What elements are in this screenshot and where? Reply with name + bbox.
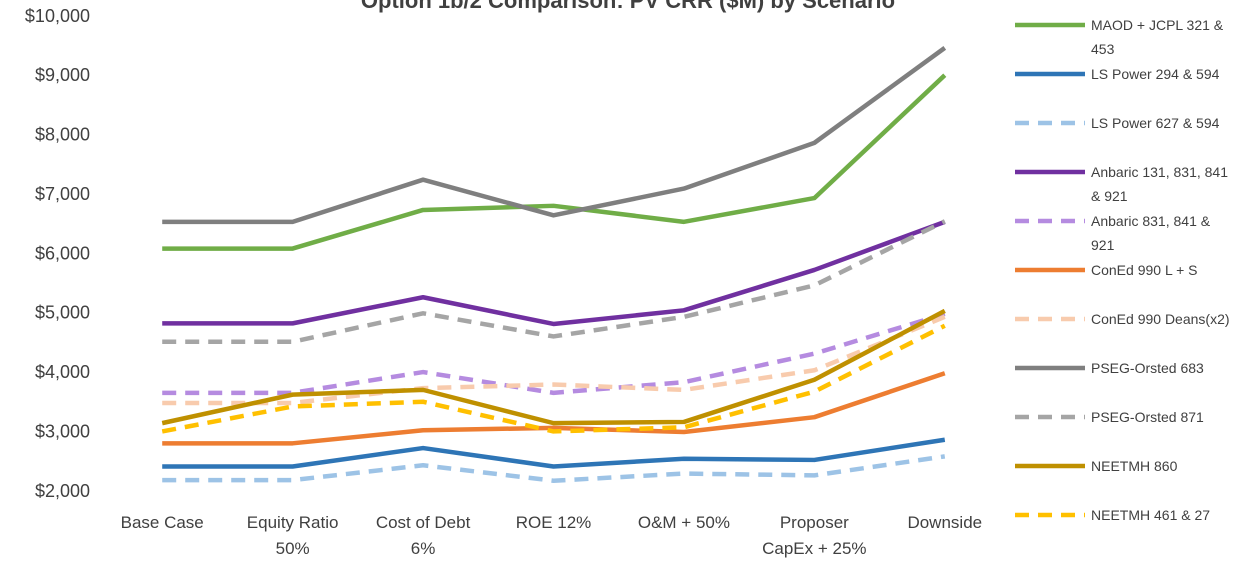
series-line — [162, 219, 946, 327]
y-tick-label: $3,000 — [35, 421, 90, 441]
legend-label: ConEd 990 L + S — [1091, 262, 1198, 278]
y-tick-label: $7,000 — [35, 184, 90, 204]
legend-label: NEETMH 461 & 27 — [1091, 507, 1211, 523]
series-line — [162, 371, 946, 446]
legend-label: LS Power 627 & 594 — [1091, 115, 1220, 131]
y-tick-label: $10,000 — [25, 6, 90, 26]
series-line — [162, 314, 946, 406]
series-line — [161, 323, 946, 434]
x-tick-label: Proposer CapEx + 25% — [762, 513, 867, 558]
y-tick-label: $4,000 — [35, 362, 90, 382]
y-tick-label: $9,000 — [35, 65, 90, 85]
x-tick-label: Equity Ratio 50% — [246, 513, 339, 558]
series-line — [162, 46, 947, 225]
legend-label: PSEG-Orsted 871 — [1091, 409, 1204, 425]
series-line — [162, 454, 946, 483]
series-line — [162, 437, 946, 469]
series-line — [162, 219, 946, 345]
legend-label: Anbaric 831, 841 & 921 — [1091, 213, 1211, 253]
y-tick-label: $5,000 — [35, 303, 90, 323]
x-tick-label: Base Case — [120, 513, 204, 532]
legend-label: Anbaric 131, 831, 841 & 921 — [1091, 164, 1228, 204]
x-tick-label: ROE 12% — [515, 513, 592, 532]
legend-label: NEETMH 860 — [1091, 458, 1178, 474]
y-tick-label: $6,000 — [35, 243, 90, 263]
series-line — [162, 73, 947, 251]
x-tick-label: O&M + 50% — [637, 513, 730, 532]
legend-label: PSEG-Orsted 683 — [1091, 360, 1204, 376]
legend-label: MAOD + JCPL 321 & 453 — [1091, 17, 1224, 57]
legend-label: ConEd 990 Deans(x2) — [1091, 311, 1230, 327]
y-tick-label: $8,000 — [35, 125, 90, 145]
series-line — [162, 311, 946, 396]
chart-title: Option 1b/2 Comparison: PV CRR ($M) by S… — [361, 0, 895, 13]
x-tick-label: Downside — [907, 513, 983, 532]
series-line — [161, 308, 946, 426]
y-tick-label: $2,000 — [35, 481, 90, 501]
legend-label: LS Power 294 & 594 — [1091, 66, 1220, 82]
x-tick-label: Cost of Debt 6% — [375, 513, 471, 558]
